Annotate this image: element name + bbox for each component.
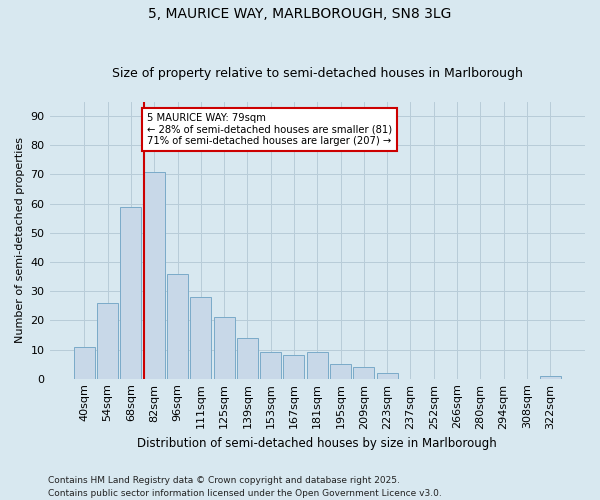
- Y-axis label: Number of semi-detached properties: Number of semi-detached properties: [15, 137, 25, 343]
- X-axis label: Distribution of semi-detached houses by size in Marlborough: Distribution of semi-detached houses by …: [137, 437, 497, 450]
- Text: 5 MAURICE WAY: 79sqm
← 28% of semi-detached houses are smaller (81)
71% of semi-: 5 MAURICE WAY: 79sqm ← 28% of semi-detac…: [147, 113, 392, 146]
- Text: Contains HM Land Registry data © Crown copyright and database right 2025.
Contai: Contains HM Land Registry data © Crown c…: [48, 476, 442, 498]
- Bar: [74, 346, 95, 378]
- Bar: [377, 373, 398, 378]
- Bar: [260, 352, 281, 378]
- Bar: [307, 352, 328, 378]
- Bar: [121, 206, 142, 378]
- Bar: [283, 356, 304, 378]
- Text: 5, MAURICE WAY, MARLBOROUGH, SN8 3LG: 5, MAURICE WAY, MARLBOROUGH, SN8 3LG: [148, 8, 452, 22]
- Bar: [144, 172, 165, 378]
- Bar: [190, 297, 211, 378]
- Title: Size of property relative to semi-detached houses in Marlborough: Size of property relative to semi-detach…: [112, 66, 523, 80]
- Bar: [330, 364, 351, 378]
- Bar: [97, 303, 118, 378]
- Bar: [539, 376, 560, 378]
- Bar: [167, 274, 188, 378]
- Bar: [214, 318, 235, 378]
- Bar: [353, 367, 374, 378]
- Bar: [237, 338, 258, 378]
